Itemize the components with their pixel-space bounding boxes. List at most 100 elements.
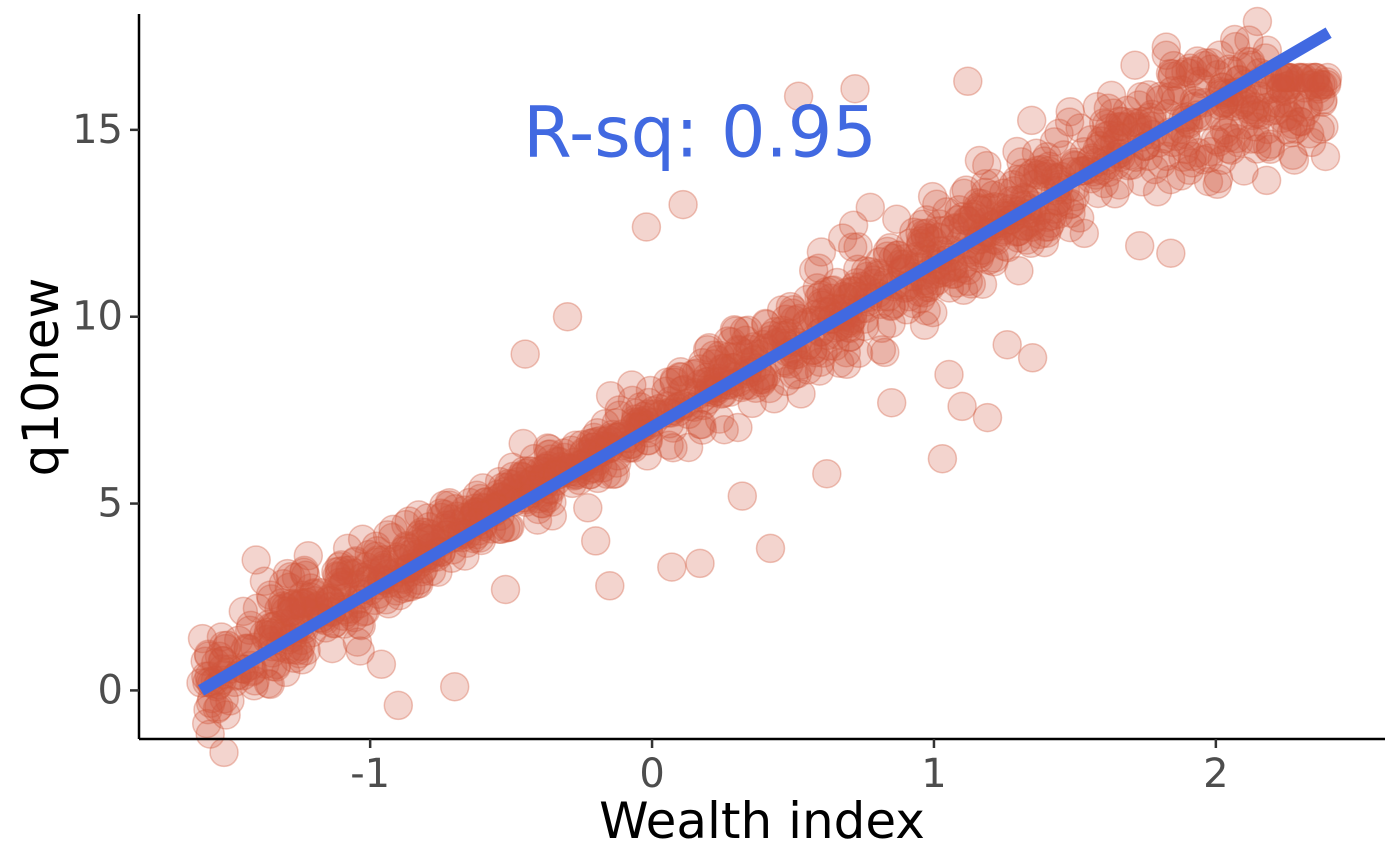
scatter-point xyxy=(1093,93,1124,123)
scatter-point xyxy=(866,335,897,365)
scatter-point xyxy=(1033,159,1063,189)
scatter-point xyxy=(778,295,808,325)
scatter-point xyxy=(426,498,456,528)
scatter-point xyxy=(832,277,862,307)
scatter-point xyxy=(1306,69,1336,100)
scatter-point xyxy=(755,533,786,564)
scatter-point xyxy=(974,245,1004,275)
x-axis-title: Wealth index xyxy=(599,792,925,850)
scatter-point xyxy=(1276,118,1307,148)
scatter-point xyxy=(276,596,307,627)
scatter-point xyxy=(775,291,806,322)
scatter-point xyxy=(598,459,629,490)
scatter-point xyxy=(1043,199,1074,229)
scatter-point xyxy=(621,398,651,428)
scatter-point xyxy=(959,199,989,230)
scatter-point xyxy=(914,223,944,254)
scatter-point xyxy=(363,545,393,575)
scatter-point xyxy=(361,531,391,561)
scatter-point xyxy=(462,480,492,510)
scatter-point xyxy=(1253,74,1283,105)
scatter-point xyxy=(299,578,329,608)
scatter-point xyxy=(917,181,948,212)
scatter-point xyxy=(694,333,724,363)
scatter-point xyxy=(1211,118,1242,148)
scatter-point xyxy=(1223,127,1254,158)
scatter-point xyxy=(876,387,907,418)
scatter-point xyxy=(849,311,880,342)
scatter-point xyxy=(1105,106,1135,136)
scatter-point xyxy=(340,546,371,576)
scatter-point xyxy=(989,231,1020,262)
scatter-point xyxy=(699,349,729,379)
scatter-point xyxy=(1209,115,1240,145)
scatter-point xyxy=(1252,114,1283,145)
scatter-point xyxy=(1278,140,1308,171)
scatter-point xyxy=(1151,141,1182,172)
scatter-point xyxy=(1004,255,1034,286)
scatter-point xyxy=(372,520,403,550)
scatter-point xyxy=(1082,91,1113,122)
scatter-point xyxy=(927,443,958,474)
scatter-point xyxy=(507,462,537,492)
scatter-point xyxy=(321,574,352,604)
scatter-point xyxy=(439,671,470,702)
scatter-point xyxy=(1065,113,1095,143)
scatter-point xyxy=(898,288,929,319)
scatter-point xyxy=(1259,73,1289,104)
scatter-point xyxy=(284,590,315,621)
scatter-point xyxy=(1031,218,1062,248)
scatter-point xyxy=(1109,112,1139,142)
scatter-point xyxy=(1145,81,1176,112)
scatter-point xyxy=(905,284,936,314)
scatter-point xyxy=(204,692,234,722)
scatter-point xyxy=(268,591,298,621)
scatter-point xyxy=(943,204,974,235)
scatter-point xyxy=(471,486,501,517)
scatter-point xyxy=(1302,72,1333,102)
scatter-point xyxy=(1285,106,1315,137)
scatter-point xyxy=(864,247,895,277)
scatter-point xyxy=(739,332,769,362)
scatter-point xyxy=(324,567,354,598)
scatter-point xyxy=(779,305,810,335)
scatter-point xyxy=(1155,82,1186,112)
scatter-point xyxy=(601,408,632,438)
scatter-point xyxy=(852,261,883,292)
scatter-point xyxy=(941,268,972,298)
r-squared-annotation: R-sq: 0.95 xyxy=(523,91,877,173)
scatter-point xyxy=(535,439,566,469)
scatter-point xyxy=(287,580,318,611)
scatter-point xyxy=(1251,92,1282,123)
scatter-point xyxy=(590,408,620,439)
scatter-point xyxy=(686,409,717,440)
scatter-point xyxy=(1155,58,1186,89)
scatter-point xyxy=(631,212,662,242)
scatter-point xyxy=(253,668,284,699)
scatter-point xyxy=(818,275,848,305)
scatter-point xyxy=(191,708,222,739)
scatter-point xyxy=(1216,135,1247,165)
scatter-point xyxy=(373,589,404,619)
scatter-point xyxy=(731,325,761,355)
scatter-point xyxy=(1039,127,1070,157)
scatter-point xyxy=(839,272,869,302)
scatter-point xyxy=(1194,143,1224,173)
scatter-point xyxy=(345,636,375,666)
scatter-point xyxy=(275,597,305,628)
scatter-point xyxy=(918,297,948,328)
scatter-point xyxy=(970,177,1001,208)
scatter-point xyxy=(1055,212,1085,243)
scatter-point xyxy=(1003,223,1034,253)
scatter-point xyxy=(1168,142,1198,172)
scatter-point xyxy=(999,175,1029,206)
scatter-point xyxy=(1037,201,1068,231)
scatter-point xyxy=(1229,156,1259,186)
scatter-point xyxy=(965,195,996,225)
scatter-point xyxy=(1139,154,1170,185)
scatter-point xyxy=(1096,80,1127,111)
scatter-point xyxy=(668,189,698,220)
scatter-point xyxy=(560,430,591,461)
scatter-point xyxy=(733,315,763,345)
scatter-point xyxy=(361,541,391,571)
